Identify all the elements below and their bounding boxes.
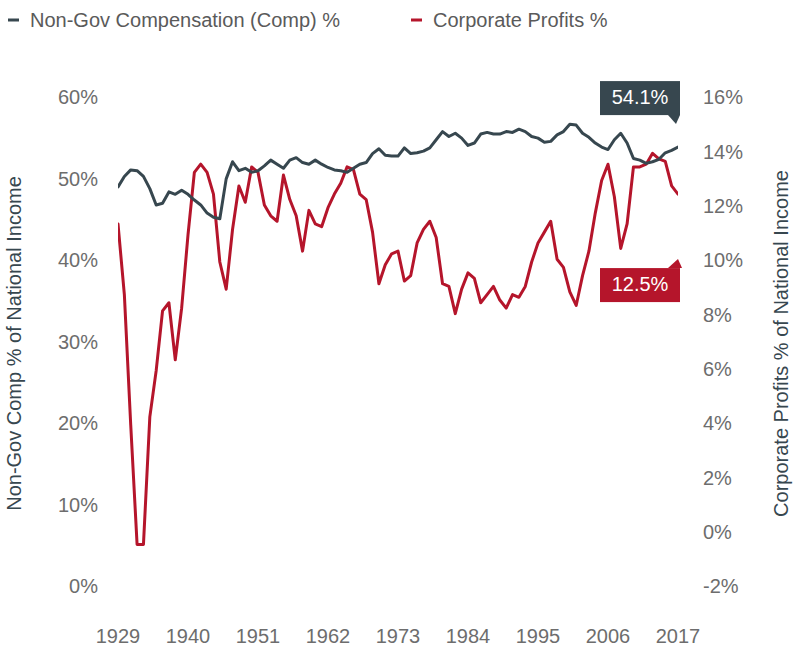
plot-area	[118, 124, 678, 544]
annotation-box	[600, 268, 680, 302]
y-tick-label: 0%	[69, 575, 98, 597]
y2-tick-label: -2%	[703, 575, 739, 597]
y-tick-label: 20%	[58, 412, 98, 434]
y2-tick-label: 6%	[703, 358, 732, 380]
annotation-pointer	[668, 259, 682, 268]
y-axis-title: Non-Gov Comp % of National Income	[3, 176, 25, 511]
x-tick-label: 2017	[656, 625, 701, 647]
legend-swatch	[411, 19, 422, 22]
y-tick-label: 10%	[58, 494, 98, 516]
y2-tick-label: 2%	[703, 467, 732, 489]
x-tick-label: 1995	[516, 625, 561, 647]
y2-tick-label: 14%	[703, 141, 743, 163]
x-tick-label: 1984	[446, 625, 491, 647]
y-tick-label: 60%	[58, 86, 98, 108]
annotation-pointer	[668, 115, 680, 124]
annotation-label: 12.5%	[612, 273, 669, 295]
x-tick-label: 1940	[166, 625, 211, 647]
y2-tick-label: 0%	[703, 521, 732, 543]
y2-tick-label: 8%	[703, 304, 732, 326]
legend-label: Non-Gov Compensation (Comp) %	[30, 9, 340, 31]
y2-tick-label: 10%	[703, 249, 743, 271]
y-tick-label: 40%	[58, 249, 98, 271]
annotation-label: 54.1%	[612, 86, 669, 108]
x-tick-label: 2006	[586, 625, 631, 647]
x-tick-label: 1973	[376, 625, 421, 647]
y2-tick-label: 4%	[703, 412, 732, 434]
series-line	[118, 153, 678, 544]
y-tick-label: 50%	[58, 168, 98, 190]
chart: 0% 10% 20% 30% 40% 50% 60% -2% 0% 2% 4% 6% 8% 10% 12% 1…	[0, 0, 800, 667]
y-tick-label: 30%	[58, 331, 98, 353]
annotation-box	[600, 81, 680, 115]
series-line	[118, 124, 678, 219]
y2-tick-label: 16%	[703, 86, 743, 108]
x-tick-label: 1962	[306, 625, 351, 647]
x-tick-label: 1951	[236, 625, 281, 647]
legend-label: Corporate Profits %	[433, 9, 608, 31]
y2-axis-title: Corporate Profits % of National Income	[770, 170, 792, 517]
x-tick-label: 1929	[96, 625, 141, 647]
y2-tick-label: 12%	[703, 195, 743, 217]
legend-swatch	[8, 19, 19, 22]
